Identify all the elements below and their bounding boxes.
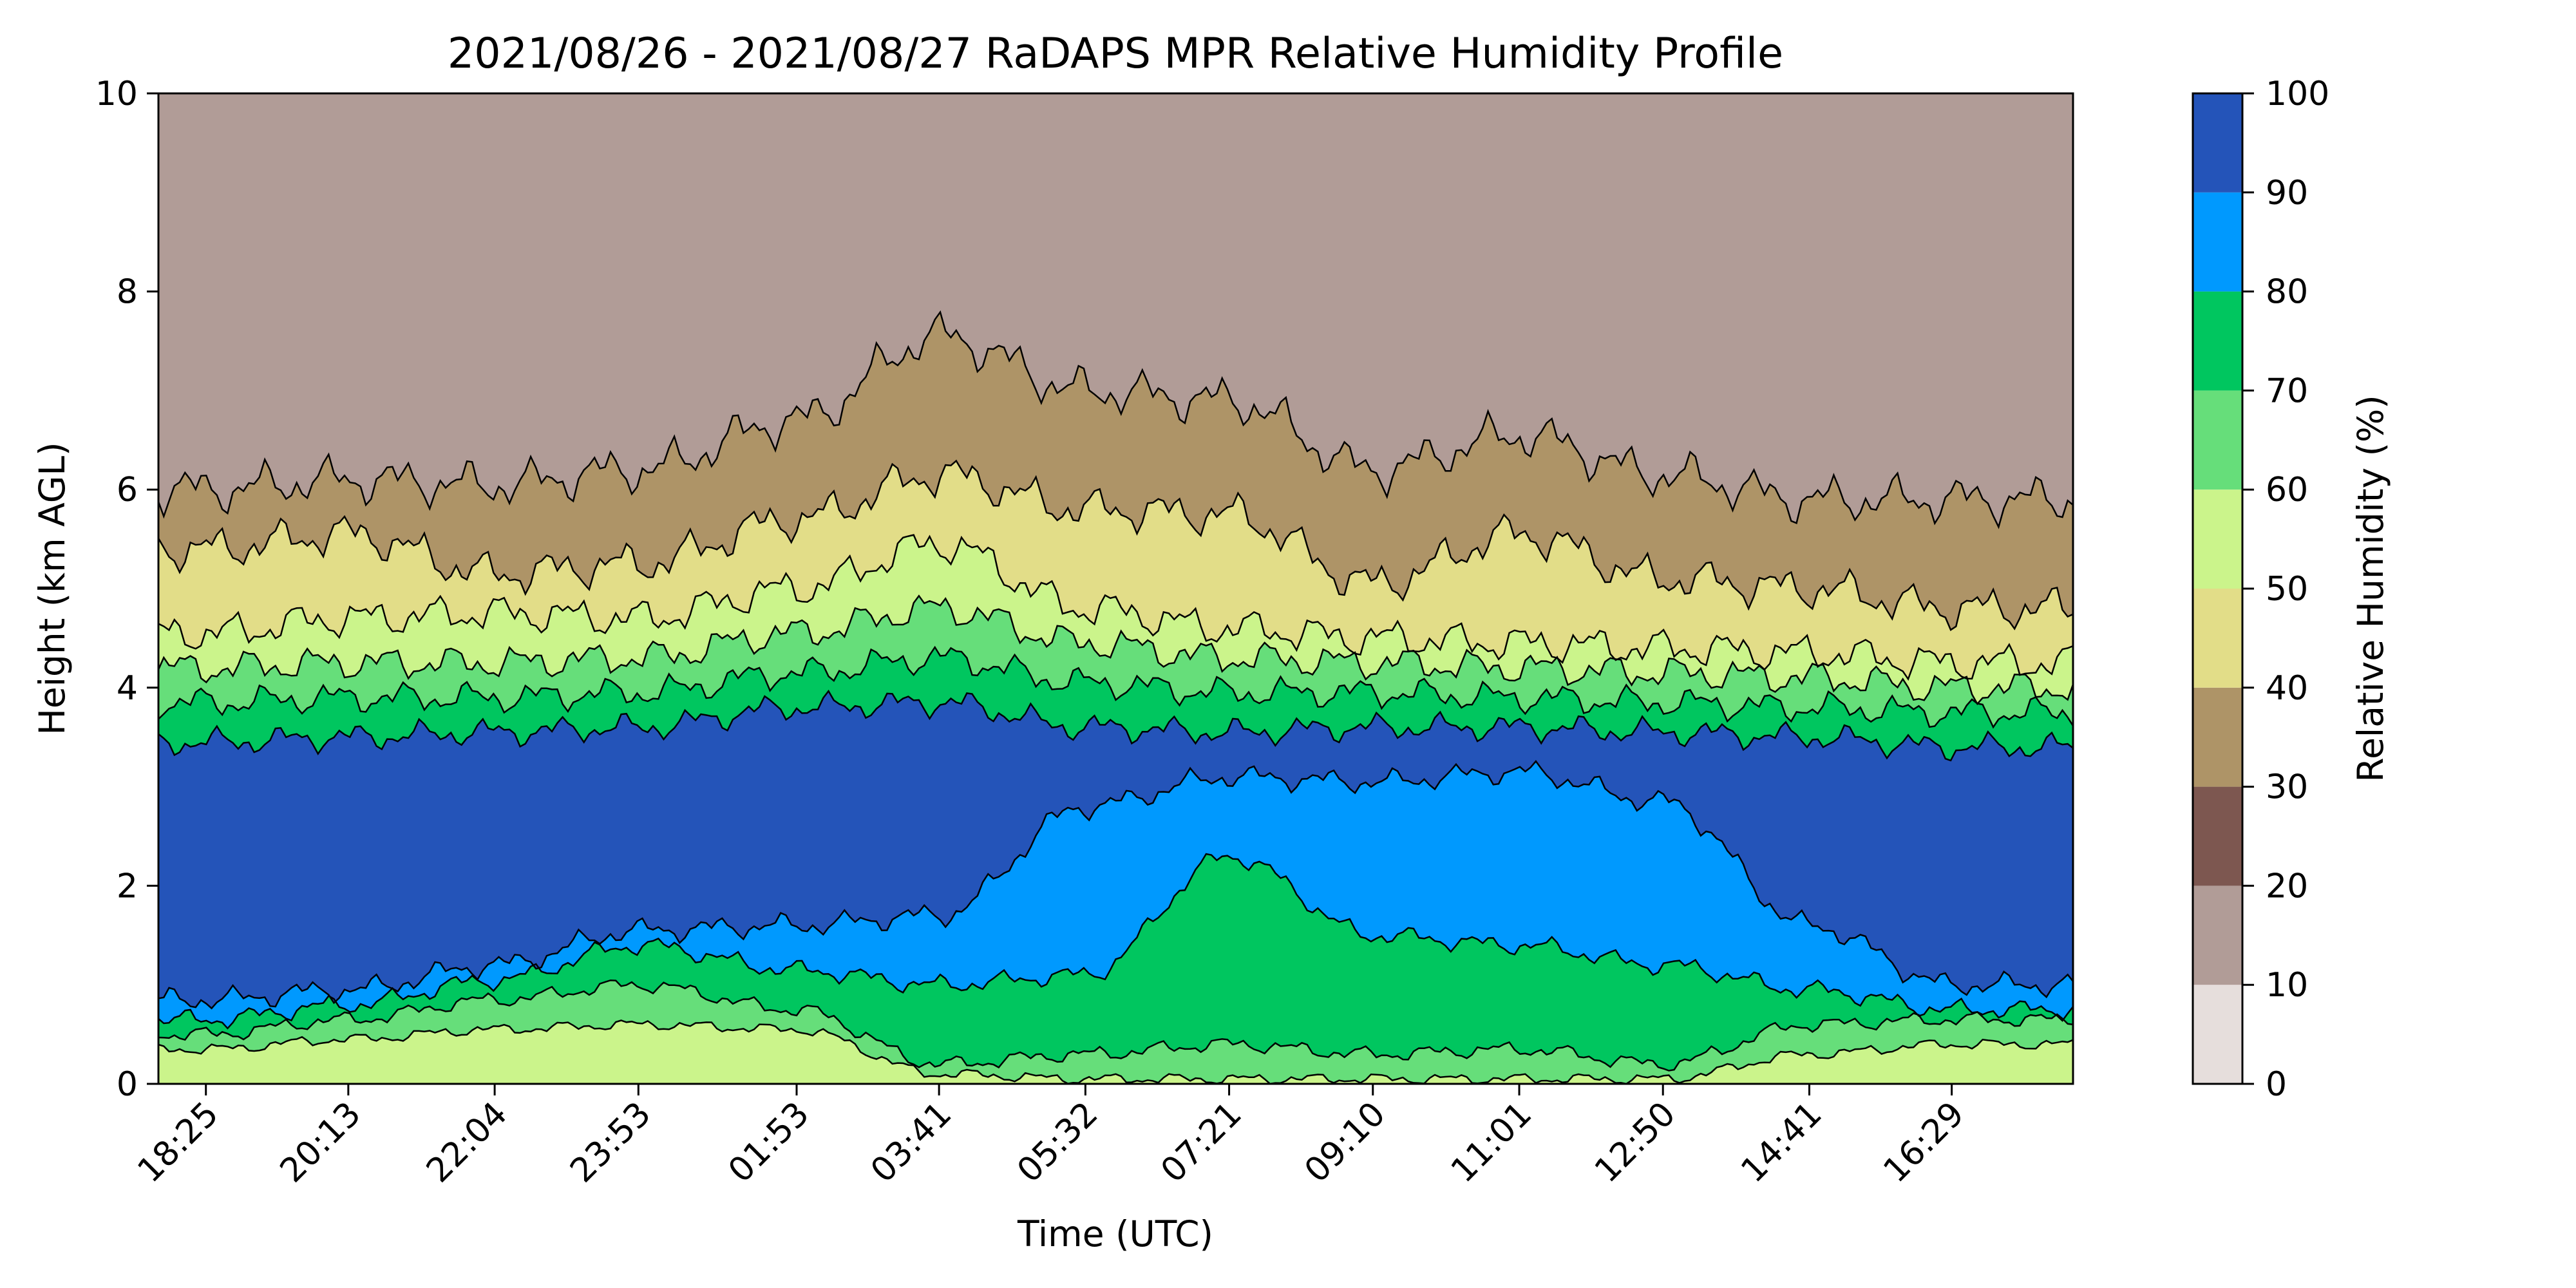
contour-line: [158, 979, 2074, 1072]
contour-band: [158, 312, 2073, 630]
x-tick-label: 01:53: [721, 1095, 817, 1190]
contour-fills: [158, 93, 2073, 1084]
y-tick-label: 6: [117, 471, 138, 509]
colorbar-tick-label: 40: [2266, 669, 2308, 708]
x-tick-label: 16:29: [1876, 1095, 1971, 1190]
colorbar: [2193, 93, 2242, 1084]
colorbar-tick-label: 60: [2266, 471, 2308, 509]
y-tick-label: 8: [117, 273, 138, 312]
x-tick-label: 20:13: [273, 1095, 368, 1190]
colorbar-ticks: 0 10 20 30 40 50 60 70 80 90 100: [2242, 75, 2329, 1104]
x-tick-label: 03:41: [864, 1095, 959, 1190]
y-tick-label: 4: [117, 669, 138, 708]
contour-line: [158, 645, 2074, 729]
y-tick-label: 10: [95, 75, 138, 113]
plot-frame: [157, 92, 2074, 1085]
contour-band: [158, 647, 2073, 761]
colorbar-tick-label: 80: [2266, 273, 2308, 312]
x-tick-label: 07:21: [1153, 1095, 1249, 1190]
colorbar-tick-label: 30: [2266, 768, 2308, 807]
chart-title: 2021/08/26 - 2021/08/27 RaDAPS MPR Relat…: [448, 30, 1783, 78]
colorbar-tick-label: 100: [2266, 75, 2329, 113]
contour-lines: [157, 310, 2074, 1085]
x-tick-label: 11:01: [1444, 1095, 1539, 1190]
contour-line: [158, 689, 2074, 762]
colorbar-segment: [2193, 687, 2242, 787]
contour-band: [158, 460, 2073, 679]
x-tick-label: 18:25: [131, 1095, 226, 1190]
contour-band: [158, 535, 2073, 704]
colorbar-segment: [2193, 390, 2242, 490]
y-tick-label: 0: [117, 1065, 138, 1104]
x-tick-label: 05:32: [1010, 1095, 1105, 1190]
colorbar-label: Relative Humidity (%): [2350, 395, 2391, 782]
contour-band: [158, 761, 2073, 1028]
y-tick-label: 2: [117, 867, 138, 905]
colorbar-segment: [2193, 886, 2242, 985]
colorbar-tick-label: 50: [2266, 570, 2308, 609]
colorbar-segment: [2193, 291, 2242, 391]
colorbar-tick-label: 10: [2266, 966, 2308, 1005]
x-tick-label: 12:50: [1587, 1095, 1683, 1190]
colorbar-segment: [2193, 192, 2242, 292]
contour-band: [158, 596, 2073, 728]
colorbar-segment: [2193, 985, 2242, 1084]
y-axis: 0 2 4 6 8 10: [95, 75, 158, 1104]
x-tick-label: 23:53: [563, 1095, 658, 1190]
contour-line: [158, 759, 2074, 1010]
contour-line: [158, 1019, 2074, 1085]
contour-band: [158, 691, 2073, 1009]
y-axis-label: Height (km AGL): [32, 442, 73, 735]
x-tick-label: 14:41: [1734, 1095, 1829, 1190]
colorbar-tick-label: 0: [2266, 1065, 2287, 1104]
contour-band: [158, 1020, 2073, 1084]
colorbar-segment: [2193, 93, 2242, 193]
contour-band: [158, 980, 2073, 1084]
colorbar-tick-label: 70: [2266, 372, 2308, 410]
x-axis-label: Time (UTC): [1017, 1213, 1213, 1255]
x-tick-label: 22:04: [419, 1095, 515, 1190]
contour-line: [157, 459, 2074, 631]
colorbar-tick-label: 90: [2266, 174, 2308, 213]
colorbar-segment: [2193, 589, 2242, 688]
colorbar-tick-label: 20: [2266, 867, 2308, 905]
x-tick-label: 09:10: [1298, 1095, 1393, 1190]
x-axis: 18:25 20:13 22:04 23:53 01:53 03:41 05:32 07:21…: [131, 1084, 1972, 1190]
contour-line: [158, 534, 2074, 681]
colorbar-segment: [2193, 786, 2242, 886]
contour-band: [158, 854, 2073, 1071]
contour-line: [157, 310, 2074, 529]
contour-line: [157, 594, 2074, 706]
colorbar-segment: [2193, 489, 2242, 589]
